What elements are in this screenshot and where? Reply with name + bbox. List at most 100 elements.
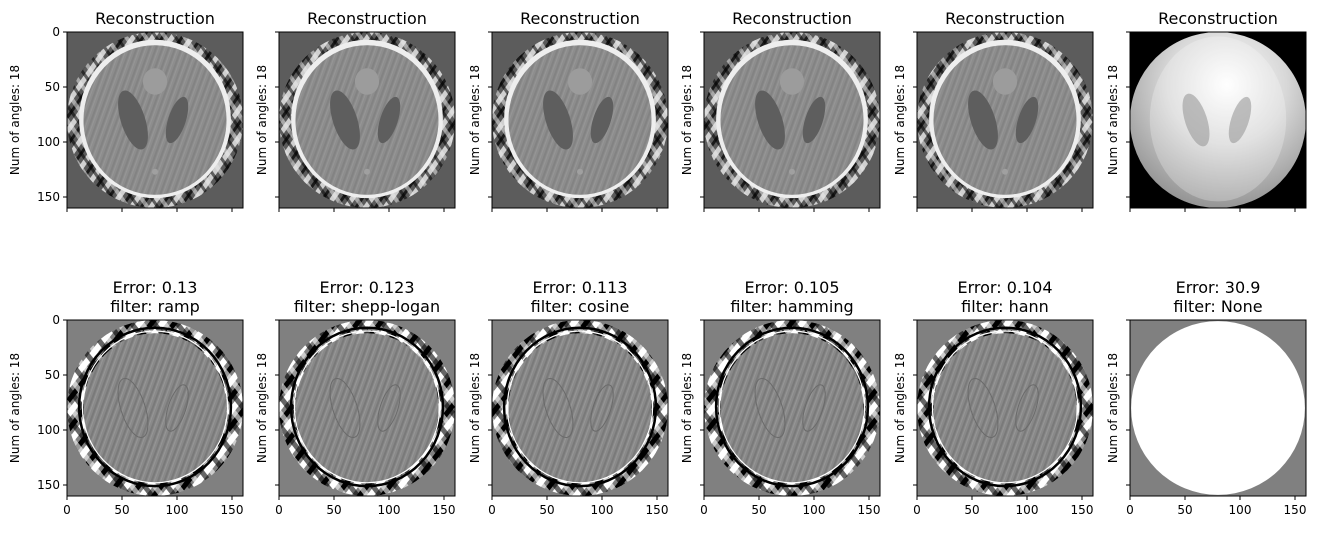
panel-title-filter: filter: hamming <box>730 297 853 316</box>
saturated-disk <box>1131 321 1305 495</box>
inner-rim-error <box>81 330 229 484</box>
inner-noise <box>508 333 652 483</box>
image-heatmap <box>492 32 668 208</box>
axes-frame <box>491 319 669 497</box>
x-tick-label: 0 <box>1126 503 1134 517</box>
x-tick-label: 0 <box>700 503 708 517</box>
y-axis-label: Num of angles: 18 <box>255 65 269 175</box>
panel-title-filter: filter: shepp-logan <box>294 297 440 316</box>
left-ellipse <box>968 90 998 150</box>
small-dot <box>364 168 370 175</box>
panel-title-filter: filter: ramp <box>110 297 200 316</box>
x-tick-label: 100 <box>1229 503 1252 517</box>
small-dot <box>152 168 158 175</box>
y-tick-label: 50 <box>45 368 60 382</box>
inner-rim-error <box>506 330 654 484</box>
axes-frame <box>66 31 244 209</box>
left-ellipse-edge <box>542 377 574 439</box>
y-axis-label: Num of angles: 18 <box>8 353 22 463</box>
inner-rim-error <box>718 330 866 484</box>
image-heatmap <box>279 320 455 496</box>
panel-title: Reconstruction <box>945 9 1065 28</box>
inner-rim-error <box>293 330 441 484</box>
blurred-disk <box>1130 32 1306 208</box>
reconstruction-panel-cosine: Num of angles: 18 Reconstruction <box>468 9 669 212</box>
panel-title-error: Error: 0.113 <box>533 278 628 297</box>
x-tick-label: 100 <box>591 503 614 517</box>
image-heatmap <box>917 320 1093 496</box>
x-tick-label: 50 <box>751 503 766 517</box>
x-tick-label: 50 <box>114 503 129 517</box>
y-axis-label: Num of angles: 18 <box>8 65 22 175</box>
y-axis-label: Num of angles: 18 <box>1106 353 1120 463</box>
image-heatmap <box>704 320 880 496</box>
image-heatmap <box>917 32 1093 208</box>
error-panel-None: 0 50 100 150 Num of angles: 18 Error: 30.9fil… <box>1106 278 1307 517</box>
panel-title-error: Error: 0.105 <box>745 278 840 297</box>
reconstruction-panel-None: Num of angles: 18 Reconstruction <box>1106 9 1307 212</box>
panel-title-error: Error: 0.123 <box>320 278 415 297</box>
x-tick-label: 50 <box>539 503 554 517</box>
right-ellipse <box>165 96 189 144</box>
upper-blob <box>354 68 380 95</box>
right-ellipse-edge <box>377 384 401 432</box>
right-ellipse-edge <box>1015 384 1039 432</box>
left-ellipse-edge <box>967 377 999 439</box>
y-axis-label: Num of angles: 18 <box>468 353 482 463</box>
tissue-noise <box>720 45 864 195</box>
right-ellipse-edge <box>590 384 614 432</box>
tissue-noise <box>933 45 1077 195</box>
image-heatmap <box>67 32 243 208</box>
reconstruction-panel-shepp-logan: Num of angles: 18 Reconstruction <box>255 9 456 212</box>
x-tick-label: 100 <box>803 503 826 517</box>
error-panel-cosine: 0 50 100 150 Num of angles: 18 Error: 0.113fi… <box>468 278 669 517</box>
y-tick-label: 0 <box>52 25 60 39</box>
small-dot <box>789 168 795 175</box>
outer-rim-error <box>289 326 445 488</box>
panel-title-filter: filter: hann <box>961 297 1049 316</box>
upper-blob <box>779 68 805 95</box>
inner-noise <box>720 333 864 483</box>
reconstruction-panel-ramp: 0 50 100 150 Num of angles: 18 Reconstruction <box>8 9 244 212</box>
tissue-noise <box>508 45 652 195</box>
x-tick-label: 150 <box>646 503 669 517</box>
y-axis-label: Num of angles: 18 <box>468 65 482 175</box>
image-heatmap <box>1130 320 1306 496</box>
error-panel-shepp-logan: 0 50 100 150 Num of angles: 18 Error: 0.123fi… <box>255 278 456 517</box>
y-tick-label: 50 <box>45 80 60 94</box>
upper-blob <box>567 68 593 95</box>
x-tick-label: 50 <box>964 503 979 517</box>
reconstruction-panel-hann: Num of angles: 18 Reconstruction <box>893 9 1094 212</box>
x-tick-label: 150 <box>858 503 881 517</box>
image-heatmap <box>67 320 243 496</box>
y-axis-label: Num of angles: 18 <box>680 353 694 463</box>
right-ellipse-edge <box>802 384 826 432</box>
outer-rim-error <box>77 326 233 488</box>
image-heatmap <box>1130 32 1306 208</box>
panel-title-error: Error: 0.104 <box>958 278 1053 297</box>
y-tick-label: 150 <box>37 190 60 204</box>
axes-frame <box>703 31 881 209</box>
inner-noise <box>295 333 439 483</box>
axes-frame <box>66 319 244 497</box>
panel-title: Reconstruction <box>520 9 640 28</box>
panel-title: Reconstruction <box>732 9 852 28</box>
reconstruction-panel-hamming: Num of angles: 18 Reconstruction <box>680 9 881 212</box>
y-tick-label: 100 <box>37 423 60 437</box>
right-ellipse <box>1228 96 1252 144</box>
tissue-noise <box>83 45 227 195</box>
axes-frame <box>916 319 1094 497</box>
x-tick-label: 150 <box>1071 503 1094 517</box>
axes-frame <box>916 31 1094 209</box>
y-tick-label: 150 <box>37 478 60 492</box>
right-ellipse <box>377 96 401 144</box>
panel-title-filter: filter: None <box>1173 297 1262 316</box>
left-ellipse <box>543 90 573 150</box>
axes-frame <box>278 31 456 209</box>
left-ellipse <box>755 90 785 150</box>
axes-frame <box>1129 31 1307 209</box>
tissue-noise <box>295 45 439 195</box>
